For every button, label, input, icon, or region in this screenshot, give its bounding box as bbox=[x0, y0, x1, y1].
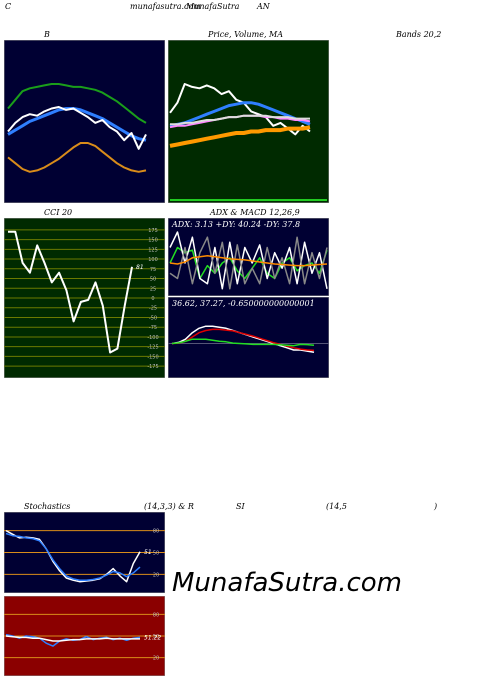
header-site: munafasutra.com bbox=[130, 2, 201, 11]
watermark: MunafaSutra.com bbox=[172, 568, 403, 598]
cci-tick-label: -75 bbox=[149, 325, 157, 331]
adx-adx-line bbox=[169, 246, 328, 280]
cci-tick-label: -175 bbox=[147, 364, 158, 370]
bollinger-price-line bbox=[7, 106, 147, 150]
cci-tick-label: 100 bbox=[148, 257, 158, 263]
rsi-tick-label: 80 bbox=[153, 612, 159, 618]
header-symbol: AN bbox=[257, 2, 270, 11]
title-cci: CCI 20 bbox=[44, 208, 73, 217]
title-bands: Bands 20,2 bbox=[396, 30, 442, 39]
stochastics-last-value-label: 51 bbox=[144, 549, 152, 556]
cci-cci-line bbox=[8, 230, 133, 354]
cci-panel: 175 150 125 100 75 50 25 0 -25 -50 -75 -100 -125 -150… bbox=[4, 218, 165, 378]
cci-tick-label: -25 bbox=[149, 306, 157, 312]
cci-tick-label: -50 bbox=[149, 315, 157, 321]
title-rsi-c: ) bbox=[434, 502, 438, 511]
title-rsi-b: (14,5 bbox=[326, 502, 347, 511]
title-adx-macd: ADX & MACD 12,26,9 bbox=[210, 208, 300, 217]
macd-signal-line bbox=[171, 328, 315, 352]
bollinger-upper-line bbox=[7, 83, 147, 124]
cci-tick-label: 25 bbox=[150, 286, 156, 292]
adx-label: ADX: 3.13 +DY: 40.24 -DY: 37.8 bbox=[172, 220, 301, 229]
cci-tick-label: 125 bbox=[148, 247, 158, 253]
stochastics-tick-label: 20 bbox=[153, 572, 159, 578]
cci-tick-label: -125 bbox=[147, 345, 158, 351]
cci-tick-label: 0 bbox=[151, 296, 154, 302]
rsi-ma-line bbox=[5, 635, 140, 642]
bollinger-middle-line bbox=[7, 107, 147, 142]
cci-tick-label: -150 bbox=[147, 354, 158, 360]
cci-tick-label: -100 bbox=[147, 335, 158, 341]
stochastics-tick-label: 80 bbox=[153, 529, 159, 535]
adx-signal-line bbox=[169, 255, 328, 267]
macd-bg bbox=[168, 297, 329, 378]
cci-last-value-label: 81 bbox=[136, 264, 144, 271]
price-ma-panel bbox=[168, 40, 329, 203]
macd-label: 36.62, 37.27, -0.650000000000001 bbox=[172, 299, 315, 308]
title-stoch-a: Stochastics bbox=[24, 502, 71, 511]
price-ma-ma-orange-line bbox=[169, 125, 311, 148]
header-overlay: MunafaSutra bbox=[186, 2, 240, 11]
title-rsi-a: SI bbox=[236, 502, 245, 511]
title-stoch-b: (14,3,3) & R bbox=[144, 502, 194, 511]
adx-minus-di-line bbox=[169, 236, 328, 290]
stochastics-tick-label: 50 bbox=[153, 551, 159, 557]
rsi-tick-label: 50 bbox=[153, 634, 159, 640]
rsi-tick-label: 20 bbox=[153, 656, 159, 662]
title-bollinger: B bbox=[44, 30, 50, 39]
cci-tick-label: 175 bbox=[148, 228, 158, 234]
rsi-panel: 80 50 20 51.22 bbox=[4, 596, 165, 676]
price-ma-ma-blue-line bbox=[169, 101, 311, 128]
rsi-last-value-label: 51.22 bbox=[144, 634, 161, 641]
bollinger-lower-line bbox=[7, 142, 147, 173]
macd-panel bbox=[168, 297, 329, 378]
price-ma-ma-white-line bbox=[170, 114, 310, 126]
header-left: C bbox=[5, 2, 12, 11]
cci-tick-label: 150 bbox=[148, 238, 158, 244]
bollinger-panel bbox=[4, 40, 165, 203]
stochastics-panel: 80 50 20 51 bbox=[4, 512, 165, 593]
title-price-ma: Price, Volume, MA bbox=[208, 30, 284, 39]
stochastics-d-line bbox=[5, 532, 141, 581]
macd-hist-line bbox=[171, 338, 315, 347]
cci-tick-label: 50 bbox=[150, 277, 156, 283]
cci-tick-label: 75 bbox=[150, 267, 156, 273]
adx-panel bbox=[168, 218, 329, 296]
